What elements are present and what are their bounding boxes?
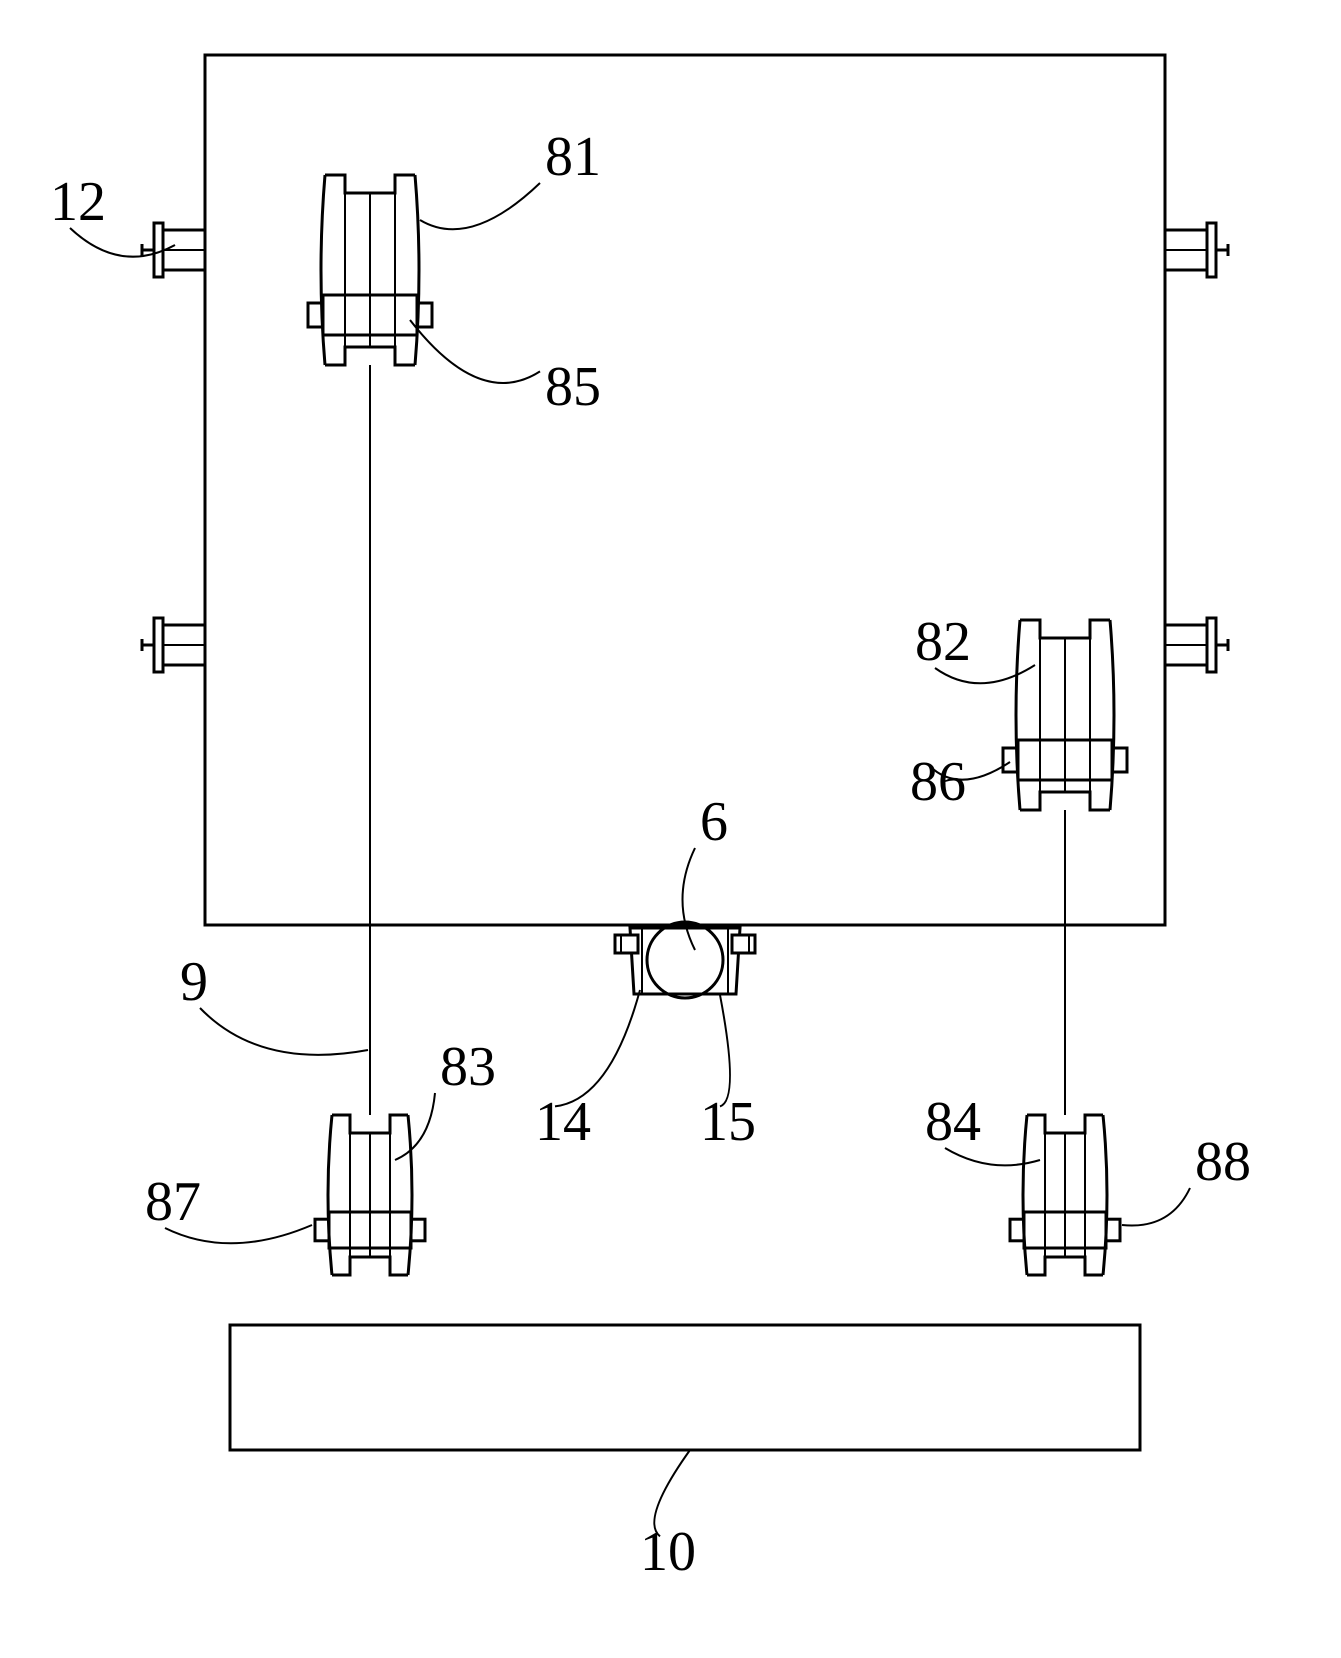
bottom-bar <box>230 1325 1140 1450</box>
label-text-82: 82 <box>915 611 971 673</box>
label-text-86: 86 <box>910 751 966 813</box>
small-roller-right-lower <box>1165 618 1228 672</box>
label-9: 9 <box>180 951 368 1055</box>
label-text-83: 83 <box>440 1036 496 1098</box>
label-text-10: 10 <box>640 1521 696 1583</box>
label-text-12: 12 <box>50 171 106 233</box>
label-text-81: 81 <box>545 126 601 188</box>
label-text-9: 9 <box>180 951 208 1013</box>
label-text-87: 87 <box>145 1171 201 1233</box>
pulley-84 <box>1023 1115 1107 1275</box>
label-81: 81 <box>420 126 601 229</box>
pulley-83 <box>328 1115 412 1275</box>
label-15: 15 <box>700 995 756 1153</box>
main-box <box>205 55 1165 925</box>
label-text-14: 14 <box>535 1091 591 1153</box>
label-text-88: 88 <box>1195 1131 1251 1193</box>
label-14: 14 <box>535 990 640 1153</box>
label-text-84: 84 <box>925 1091 981 1153</box>
small-roller-left-lower <box>142 618 205 672</box>
label-88: 88 <box>1122 1131 1251 1226</box>
small-roller-right-upper <box>1165 223 1228 277</box>
center-assembly <box>615 922 755 998</box>
label-text-6: 6 <box>700 791 728 853</box>
small-roller-12-left-upper <box>142 223 205 277</box>
label-85: 85 <box>410 320 601 418</box>
label-text-85: 85 <box>545 356 601 418</box>
label-text-15: 15 <box>700 1091 756 1153</box>
label-10: 10 <box>640 1450 696 1583</box>
label-86: 86 <box>910 751 1010 813</box>
label-87: 87 <box>145 1171 312 1243</box>
